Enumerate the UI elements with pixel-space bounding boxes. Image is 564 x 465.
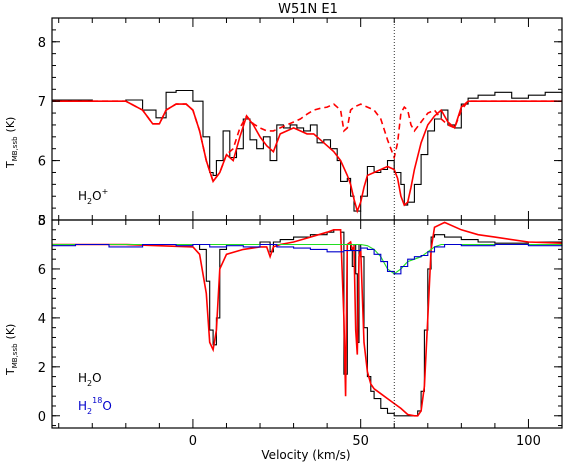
bottom-series-0 bbox=[52, 229, 562, 417]
legend-h218o-rest: O bbox=[102, 399, 111, 413]
bottom-ylabel-unit: (K) bbox=[4, 324, 17, 340]
top-species-rest: O bbox=[92, 189, 101, 203]
bottom-series-1 bbox=[52, 221, 563, 417]
top-species-sub: 2 bbox=[87, 197, 92, 206]
bottom-ticks: 0 2 4 6 8 0 50 100 bbox=[38, 214, 563, 449]
bottom-ytick-label-2: 2 bbox=[38, 361, 46, 376]
top-ylabel-sub: MB,ssb bbox=[11, 136, 19, 161]
bottom-series-2 bbox=[52, 243, 562, 275]
top-series-1 bbox=[52, 100, 562, 214]
top-traces bbox=[52, 89, 563, 214]
legend-h218o-main: H bbox=[78, 399, 87, 413]
xtick-label-0: 0 bbox=[189, 434, 197, 449]
legend-h2o-rest: O bbox=[92, 371, 101, 385]
bottom-ytick-label-4: 4 bbox=[38, 312, 46, 327]
top-ytick-label-6: 6 bbox=[38, 155, 46, 170]
top-ticks: 5 6 7 8 bbox=[38, 18, 563, 229]
legend-h2o-main: H bbox=[78, 371, 87, 385]
top-species-label: H2O+ bbox=[78, 187, 108, 206]
xtick-label-100: 100 bbox=[516, 434, 541, 449]
bottom-ylabel-sub: MB,ssb bbox=[11, 343, 19, 368]
legend-h2o-sub: 2 bbox=[87, 379, 92, 388]
bottom-ytick-label-8: 8 bbox=[38, 214, 46, 229]
bottom-series-3 bbox=[52, 243, 563, 275]
chart-title: W51N E1 bbox=[278, 2, 338, 17]
bottom-traces bbox=[52, 221, 563, 417]
bottom-ylabel: TMB,ssb (K) bbox=[4, 324, 19, 376]
bottom-ylabel-main: T bbox=[4, 368, 17, 376]
top-species-main: H bbox=[78, 189, 87, 203]
top-ytick-label-7: 7 bbox=[38, 95, 46, 110]
legend-h218o-sub: 2 bbox=[87, 407, 92, 416]
top-ylabel: TMB,ssb (K) bbox=[4, 117, 19, 169]
bottom-plot-frame bbox=[51, 219, 563, 429]
legend-h2o: H2O bbox=[78, 371, 102, 388]
legend-h218o: H218O bbox=[78, 396, 112, 416]
x-axis-label: Velocity (km/s) bbox=[261, 448, 350, 462]
top-series-0 bbox=[52, 89, 563, 212]
top-series-2 bbox=[52, 100, 562, 184]
bottom-ytick-label-0: 0 bbox=[38, 410, 46, 425]
top-species-sup: + bbox=[102, 187, 109, 196]
xtick-label-50: 50 bbox=[352, 434, 369, 449]
top-ytick-label-5: 5 bbox=[38, 214, 46, 229]
top-plot-frame bbox=[51, 17, 563, 221]
top-ylabel-main: T bbox=[4, 161, 17, 169]
bottom-ytick-label-6: 6 bbox=[38, 263, 46, 278]
top-ytick-label-8: 8 bbox=[38, 36, 46, 51]
legend-h218o-sup: 18 bbox=[92, 396, 102, 405]
top-ylabel-unit: (K) bbox=[4, 117, 17, 133]
top-panel: 5 6 7 8 TMB,ssb (K) H2O+ bbox=[4, 17, 563, 229]
